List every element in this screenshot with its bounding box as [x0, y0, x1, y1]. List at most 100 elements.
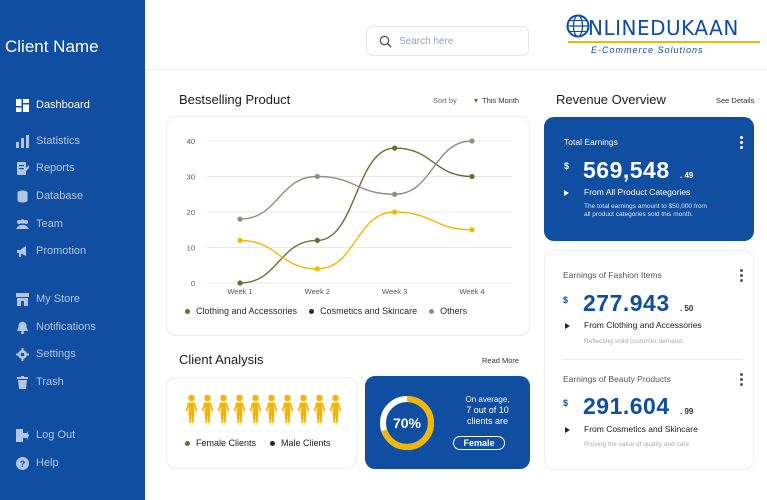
sidebar-item-dashboard[interactable]: Dashboard — [16, 97, 90, 113]
currency-symbol: $ — [564, 161, 570, 171]
card-divider — [563, 359, 743, 360]
more-options-icon[interactable] — [740, 136, 744, 149]
sidebar-item-notifications[interactable]: Notifications — [16, 319, 96, 335]
sidebar-item-label: Statistics — [36, 135, 81, 147]
sidebar-item-log-out[interactable]: Log Out — [16, 427, 75, 443]
person-icon — [185, 394, 198, 423]
average-line-1: On average, — [465, 395, 510, 404]
sidebar-item-reports[interactable]: Reports — [16, 160, 75, 176]
total-earnings-amount: 569,548 — [583, 157, 670, 183]
sidebar-item-settings[interactable]: Settings — [16, 346, 76, 362]
currency-symbol: $ — [563, 295, 569, 305]
legend-dot — [270, 440, 276, 446]
sidebar-item-label: Notifications — [36, 321, 96, 333]
data-point — [314, 266, 320, 272]
series-line — [239, 211, 473, 270]
x-tick-label: Week 4 — [459, 287, 484, 296]
sidebar-item-label: Trash — [36, 376, 64, 388]
gear-icon — [16, 347, 29, 361]
sidebar-item-team[interactable]: Team — [16, 216, 63, 232]
fashion-earnings-note: Reflecting solid customer demand. — [584, 338, 684, 345]
sidebar-item-trash[interactable]: Trash — [16, 374, 64, 390]
sort-dropdown[interactable]: This Month — [474, 96, 519, 105]
client-icons-card: Female Clients Male Clients — [166, 377, 357, 469]
arrow-right-icon — [565, 323, 570, 329]
data-point — [314, 173, 320, 180]
sidebar-item-promotion[interactable]: Promotion — [16, 243, 86, 259]
data-point — [469, 227, 475, 233]
bestselling-chart-card: 0 10 20 30 40 Week 1 Week 2 Week 3 Week 4 Clothi… — [166, 116, 530, 336]
person-icon — [313, 394, 326, 423]
legend-item-clothing: Clothing and Accessories — [185, 306, 297, 316]
client-figures — [184, 394, 343, 424]
svg-text:?: ? — [20, 459, 26, 469]
sidebar-item-label: Team — [36, 218, 63, 230]
person-icon — [265, 394, 278, 423]
more-options-icon[interactable] — [740, 269, 744, 282]
legend-label: Male Clients — [281, 438, 331, 448]
legend-dot — [185, 440, 190, 446]
sidebar: Client Name Dashboard Statistics Reports… — [0, 0, 145, 500]
sidebar-item-label: Log Out — [36, 429, 76, 441]
y-tick-label: 20 — [187, 208, 195, 217]
legend-dot — [309, 308, 315, 314]
globe-icon — [566, 14, 590, 38]
data-point — [392, 209, 398, 215]
read-more-link[interactable]: Read More — [482, 356, 520, 365]
average-text: On average, 7 out of 10 clients are — [450, 394, 525, 427]
x-tick-label: Week 2 — [305, 287, 330, 296]
sidebar-item-database[interactable]: Database — [16, 188, 83, 204]
data-point — [237, 216, 243, 222]
sidebar-item-label: Database — [36, 190, 84, 202]
sidebar-item-label: Dashboard — [36, 99, 90, 111]
legend-item-female: Female Clients — [185, 438, 256, 448]
more-options-icon[interactable] — [740, 373, 744, 386]
legend-label: Cosmetics and Skincare — [320, 306, 418, 316]
percentage-value: 70% — [392, 415, 422, 431]
client-analysis-title: Client Analysis — [179, 352, 264, 367]
bestselling-title: Bestselling Product — [179, 92, 291, 107]
dashboard-icon — [16, 98, 29, 112]
total-earnings-cents: . 49 — [680, 171, 694, 180]
y-tick-label: 10 — [187, 244, 195, 253]
sidebar-item-label: Promotion — [36, 245, 87, 257]
logo-underline — [568, 41, 760, 43]
legend-dot — [429, 308, 435, 314]
line-chart: 0 10 20 30 40 Week 1 Week 2 Week 3 Week 4 — [187, 137, 512, 296]
total-earnings-label: Total Earnings — [564, 137, 618, 147]
sort-label: Sort by — [433, 96, 457, 105]
person-icon — [201, 394, 214, 423]
sidebar-item-statistics[interactable]: Statistics — [16, 133, 80, 149]
beauty-earnings-note: Proving the value of quality and care — [584, 441, 690, 448]
help-icon: ? — [16, 456, 29, 470]
data-point — [237, 280, 243, 286]
person-icon — [249, 394, 262, 423]
percentage-ring — [380, 396, 434, 450]
sidebar-item-label: Reports — [36, 162, 75, 174]
data-point — [392, 145, 398, 151]
person-icon — [329, 394, 342, 423]
currency-symbol: $ — [563, 398, 569, 408]
sidebar-item-help[interactable]: ? Help — [16, 455, 59, 471]
data-point — [314, 237, 320, 243]
reports-icon — [17, 161, 29, 175]
sidebar-item-my-store[interactable]: My Store — [16, 291, 80, 307]
y-tick-label: 30 — [187, 173, 195, 182]
header-divider — [145, 69, 767, 70]
data-point — [392, 191, 398, 197]
database-icon — [17, 190, 28, 202]
logout-icon — [16, 428, 29, 442]
sidebar-item-label: My Store — [36, 293, 81, 305]
see-details-link[interactable]: See Details — [716, 96, 755, 105]
ring-progress — [380, 396, 434, 450]
legend-label: Clothing and Accessories — [196, 306, 298, 316]
category-earnings-card: Earnings of Fashion Items $ 277.943 . 50… — [544, 250, 754, 470]
beauty-earnings-label: Earnings of Beauty Products — [563, 374, 671, 384]
total-earnings-note-2: all product categories sold this month. — [584, 211, 694, 218]
search-input[interactable]: Search here — [366, 26, 529, 56]
data-point — [469, 173, 475, 180]
arrow-right-icon — [564, 190, 569, 196]
series-line — [239, 147, 473, 284]
arrow-right-icon — [565, 427, 570, 433]
total-earnings-note-1: The total earnings amount to $50,000 fro… — [584, 203, 707, 210]
